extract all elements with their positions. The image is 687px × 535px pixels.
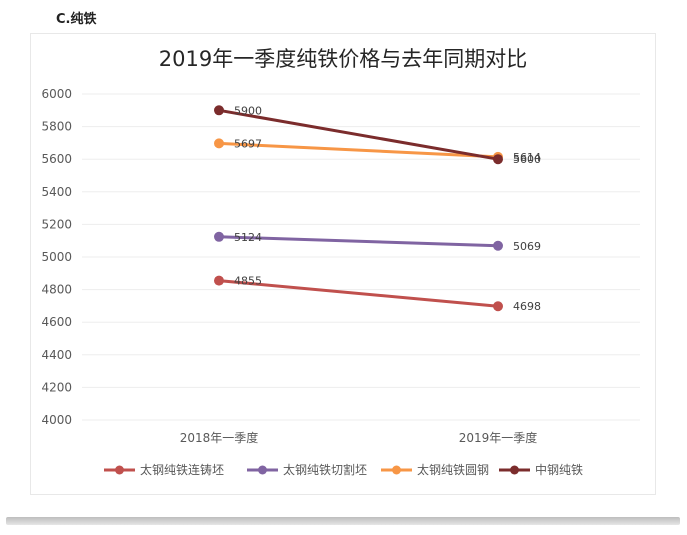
y-tick-label: 5600 <box>41 152 72 166</box>
x-tick-label: 2018年一季度 <box>180 430 259 445</box>
legend-item[interactable]: 中钢纯铁 <box>499 462 583 477</box>
y-tick-label: 4800 <box>41 283 72 297</box>
series-1: 5124 5069 <box>214 231 541 253</box>
series-line <box>217 235 500 248</box>
y-tick-label: 5400 <box>41 185 72 199</box>
legend-label: 太钢纯铁连铸坯 <box>140 462 224 477</box>
series-line <box>217 108 500 161</box>
data-label: 4698 <box>513 300 541 313</box>
series-line <box>217 141 500 159</box>
series-line <box>217 279 500 308</box>
chart-title: 2019年一季度纯铁价格与去年同期对比 <box>159 47 527 71</box>
x-tick-label: 2019年一季度 <box>459 430 538 445</box>
data-point[interactable] <box>493 301 503 312</box>
data-label: 5600 <box>513 153 541 166</box>
y-tick-label: 6000 <box>41 87 72 101</box>
data-label: 5614 <box>513 151 541 164</box>
legend[interactable]: 太钢纯铁连铸坯 太钢纯铁切割坯 太钢纯铁圆钢 中钢纯铁 <box>104 462 583 477</box>
series-layer: 4855 4698 5124 5069 5697 5614 5900 5600 <box>214 104 541 313</box>
legend-swatch-marker <box>510 465 519 475</box>
legend-item[interactable]: 太钢纯铁圆钢 <box>381 462 489 477</box>
section-label: C.纯铁 <box>56 12 97 27</box>
series-2: 5697 5614 <box>214 137 541 164</box>
legend-item[interactable]: 太钢纯铁连铸坯 <box>104 462 224 477</box>
series-0: 4855 4698 <box>214 275 541 313</box>
grid <box>82 93 640 421</box>
data-label: 5900 <box>234 104 262 117</box>
data-label: 5069 <box>513 240 541 253</box>
data-label: 4855 <box>234 275 262 288</box>
y-tick-label: 4400 <box>41 348 72 362</box>
data-point[interactable] <box>214 138 224 149</box>
data-point[interactable] <box>214 231 224 242</box>
legend-label: 太钢纯铁圆钢 <box>417 462 489 477</box>
chart-card <box>30 33 656 495</box>
y-tick-label: 4600 <box>41 315 72 329</box>
data-point[interactable] <box>214 275 224 286</box>
y-tick-label: 4200 <box>41 380 72 394</box>
data-point[interactable] <box>493 154 503 165</box>
data-label: 5697 <box>234 137 262 150</box>
legend-label: 中钢纯铁 <box>535 462 583 477</box>
legend-swatch-marker <box>392 465 401 475</box>
y-tick-label: 4000 <box>41 413 72 427</box>
y-axis: 4000 4200 4400 4600 4800 5000 5200 5400 5600 5800… <box>41 87 72 427</box>
data-point[interactable] <box>214 105 224 116</box>
series-3: 5900 5600 <box>214 104 541 166</box>
legend-swatch-marker <box>258 465 267 475</box>
data-label: 5124 <box>234 231 262 244</box>
card-shadow <box>6 517 680 525</box>
legend-label: 太钢纯铁切割坯 <box>283 462 367 477</box>
legend-item[interactable]: 太钢纯铁切割坯 <box>247 462 367 477</box>
y-tick-label: 5000 <box>41 250 72 264</box>
y-tick-label: 5200 <box>41 217 72 231</box>
x-axis: 2018年一季度 2019年一季度 <box>180 430 538 445</box>
legend-swatch-marker <box>115 465 124 475</box>
y-tick-label: 5800 <box>41 120 72 134</box>
data-point[interactable] <box>493 240 503 251</box>
